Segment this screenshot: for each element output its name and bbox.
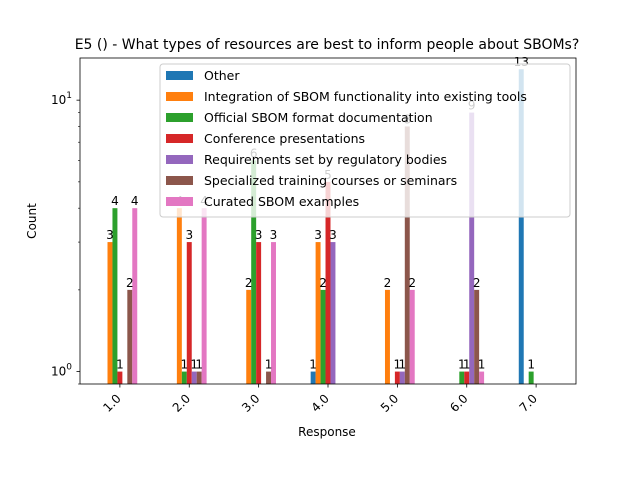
- legend-swatch: [166, 113, 193, 122]
- bar: [271, 242, 276, 384]
- bar-value-label: 1: [478, 358, 486, 372]
- bar-value-label: 3: [185, 228, 193, 242]
- bar-value-label: 1: [463, 358, 471, 372]
- bar: [266, 371, 272, 384]
- bars-layer: [107, 69, 534, 385]
- bar: [518, 69, 524, 384]
- bar-value-label: 4: [131, 194, 139, 208]
- bar-value-label: 1: [195, 358, 203, 372]
- bar-value-label: 1: [394, 358, 402, 372]
- bar: [251, 160, 257, 384]
- bar-value-label: 2: [384, 276, 392, 290]
- bar-value-label: 1: [180, 358, 188, 372]
- x-axis-label: Response: [298, 425, 356, 439]
- bar-value-label: 2: [473, 276, 481, 290]
- bar: [246, 289, 252, 384]
- legend-label: Official SBOM format documentation: [204, 110, 433, 125]
- bar-value-label: 3: [106, 228, 114, 242]
- bar: [107, 242, 113, 384]
- legend-swatch: [166, 155, 193, 164]
- bar-value-label: 1: [265, 358, 273, 372]
- bar: [404, 126, 410, 385]
- bar: [459, 371, 465, 384]
- chart-title: E5 () - What types of resources are best…: [75, 37, 580, 53]
- bar-value-label: 2: [126, 276, 134, 290]
- legend-swatch: [166, 176, 193, 185]
- bar: [256, 242, 262, 384]
- bar: [186, 242, 192, 384]
- bar: [196, 371, 202, 384]
- bar-value-label: 1: [116, 358, 124, 372]
- bar-value-label: 1: [458, 358, 466, 372]
- x-tick-label: 2.0: [170, 391, 193, 414]
- x-tick-label: 4.0: [308, 391, 331, 414]
- bar: [528, 371, 534, 384]
- legend-swatch: [166, 71, 193, 80]
- bar-value-label: 1: [309, 358, 317, 372]
- bar: [117, 371, 123, 384]
- bar: [330, 242, 336, 384]
- legend-label: Requirements set by regulatory bodies: [204, 152, 447, 167]
- bar: [181, 371, 187, 384]
- x-tick-label: 7.0: [517, 391, 540, 414]
- bar-value-label: 4: [111, 194, 119, 208]
- bar: [464, 371, 470, 384]
- legend: Other Integration of SBOM functionality i…: [159, 63, 571, 218]
- legend-label: Specialized training courses or seminars: [204, 173, 457, 188]
- bar: [201, 208, 207, 384]
- legend-swatch: [166, 197, 193, 206]
- y-tick-label: 100: [51, 363, 72, 379]
- x-tick-label: 5.0: [378, 391, 401, 414]
- legend-swatch: [166, 134, 193, 143]
- bar: [320, 289, 326, 384]
- bar-value-label: 3: [329, 228, 337, 242]
- x-tick-label: 6.0: [447, 391, 470, 414]
- bar: [127, 289, 133, 384]
- bar: [132, 208, 138, 384]
- bar: [399, 371, 405, 384]
- bar: [384, 289, 390, 384]
- bar: [394, 371, 400, 384]
- legend-swatch: [166, 92, 193, 101]
- bar-value-label: 3: [270, 228, 278, 242]
- bar: [474, 289, 480, 384]
- bar-value-label: 3: [314, 228, 322, 242]
- x-tick-label: 1.0: [100, 391, 123, 414]
- legend-label: Conference presentations: [204, 131, 365, 146]
- bar-value-label: 2: [319, 276, 327, 290]
- bar-value-label: 1: [527, 358, 535, 372]
- bar-value-label: 3: [255, 228, 263, 242]
- bar: [176, 208, 182, 384]
- bar: [325, 181, 331, 384]
- bar: [191, 371, 197, 384]
- legend-box: [159, 63, 571, 218]
- bar-value-label: 2: [245, 276, 253, 290]
- bar: [315, 242, 321, 384]
- y-tick-label: 101: [51, 91, 72, 107]
- x-tick-label: 3.0: [239, 391, 262, 414]
- bar-value-label: 2: [408, 276, 416, 290]
- bar-value-label: 1: [190, 358, 198, 372]
- bar: [479, 371, 485, 384]
- bar-value-label: 1: [399, 358, 407, 372]
- y-axis-label: Count: [25, 203, 39, 239]
- bar: [409, 289, 415, 384]
- legend-label: Integration of SBOM functionality into e…: [204, 89, 527, 104]
- legend-label: Curated SBOM examples: [204, 194, 359, 209]
- bar: [469, 112, 475, 384]
- bar: [310, 371, 316, 384]
- legend-label: Other: [204, 68, 240, 83]
- bar: [112, 208, 118, 384]
